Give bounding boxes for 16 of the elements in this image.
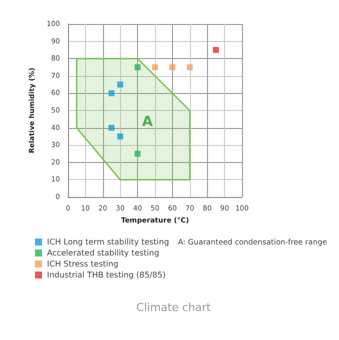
point (134, 150, 141, 157)
point (108, 124, 114, 131)
text: Climate chart (136, 301, 212, 314)
point (212, 46, 219, 53)
point (186, 64, 193, 70)
legend-label: Accelerated stability testing (47, 248, 160, 258)
legend-label: Industrial THB testing (85/85) (47, 270, 166, 280)
point (117, 133, 124, 140)
legend-label: ICH Stress testing (47, 260, 118, 268)
point (108, 90, 114, 96)
point (169, 64, 176, 70)
point (152, 64, 158, 70)
point (117, 82, 124, 88)
point (134, 64, 141, 70)
annotation: A (142, 114, 153, 130)
legend-label: ICH Long term stability testing (47, 238, 170, 246)
